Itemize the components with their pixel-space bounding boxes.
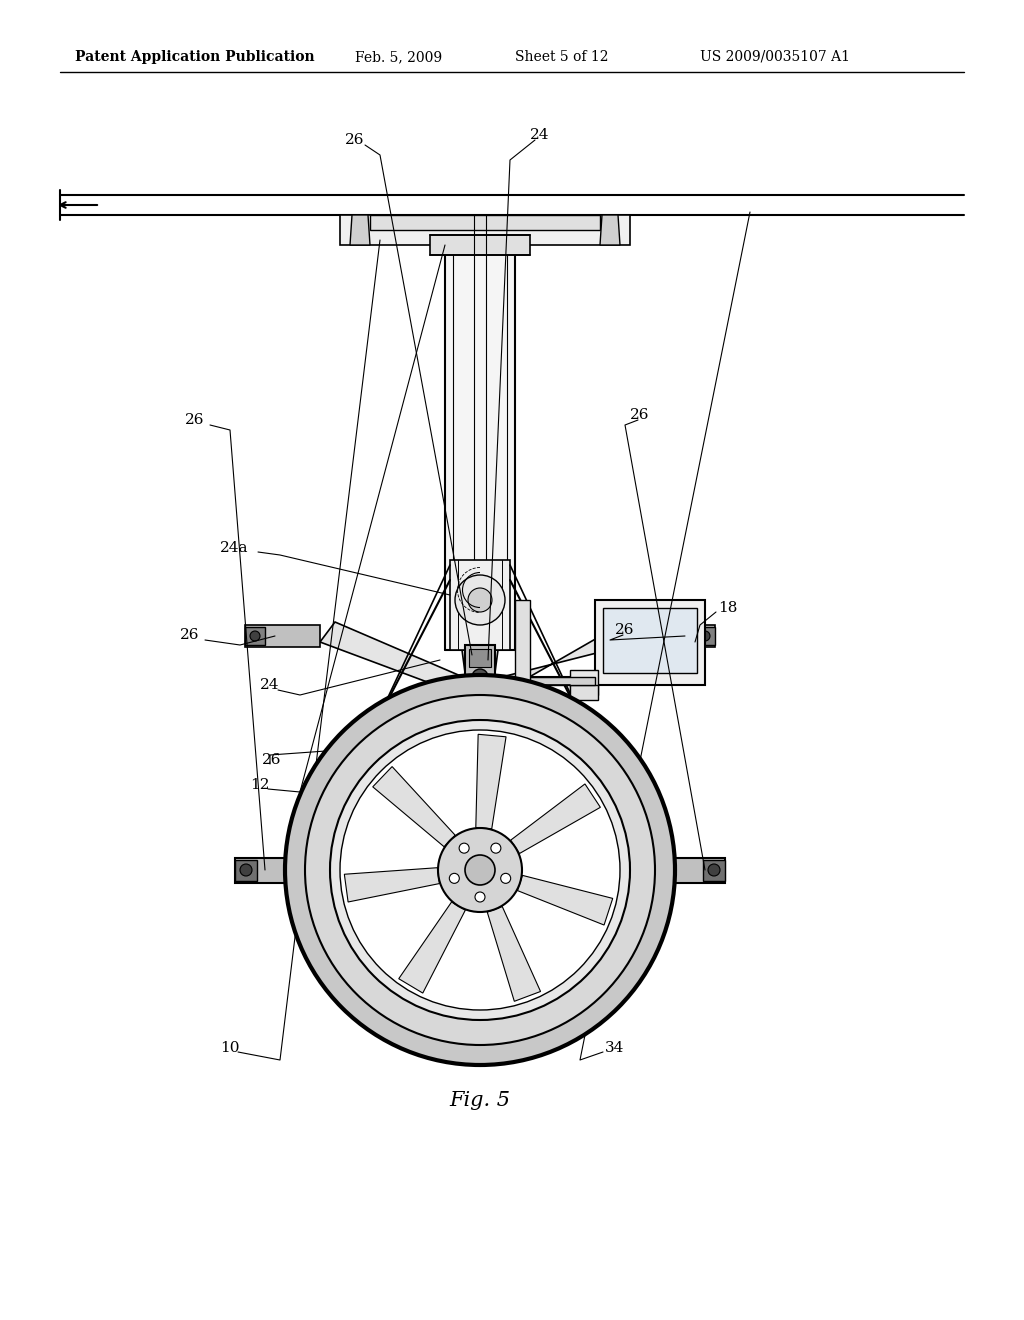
Text: 18: 18 (718, 601, 737, 615)
Text: Fig. 5: Fig. 5 (450, 1090, 511, 1110)
Text: US 2009/0035107 A1: US 2009/0035107 A1 (700, 50, 850, 63)
Polygon shape (490, 622, 640, 696)
Polygon shape (398, 902, 465, 993)
Circle shape (455, 576, 505, 624)
Bar (570, 671, 598, 696)
Bar (445, 246, 515, 649)
Text: 26: 26 (180, 628, 200, 642)
Circle shape (477, 675, 483, 680)
Bar (450, 560, 510, 649)
Text: 20: 20 (530, 713, 550, 727)
Circle shape (305, 696, 655, 1045)
Circle shape (468, 587, 492, 612)
Text: Feb. 5, 2009: Feb. 5, 2009 (355, 50, 442, 63)
Bar (468, 789, 492, 805)
Text: Patent Application Publication: Patent Application Publication (75, 50, 314, 63)
Polygon shape (373, 767, 456, 846)
Text: 24a: 24a (220, 541, 249, 554)
Polygon shape (511, 784, 600, 854)
Text: 26: 26 (630, 408, 649, 422)
Bar (603, 609, 697, 673)
Bar (640, 624, 715, 647)
Bar (465, 645, 495, 696)
Text: 26: 26 (185, 413, 205, 426)
Circle shape (501, 874, 511, 883)
Circle shape (473, 748, 487, 762)
Text: 26: 26 (615, 623, 635, 638)
Text: 16: 16 (540, 743, 559, 756)
Circle shape (472, 669, 488, 685)
Polygon shape (487, 907, 541, 1002)
Bar (465, 718, 495, 738)
Circle shape (490, 843, 501, 853)
Bar (570, 685, 598, 700)
Polygon shape (600, 215, 620, 246)
Bar (462, 710, 498, 789)
Text: 26: 26 (345, 133, 365, 147)
Polygon shape (517, 875, 612, 925)
Circle shape (450, 874, 460, 883)
Text: 24: 24 (260, 678, 280, 692)
Text: 24: 24 (530, 128, 550, 143)
Bar (660, 858, 725, 883)
Circle shape (240, 865, 252, 876)
Circle shape (285, 675, 675, 1065)
Text: 26: 26 (262, 752, 282, 767)
Bar (695, 627, 715, 645)
Circle shape (438, 828, 522, 912)
Bar (234, 861, 257, 880)
Text: 10: 10 (220, 1041, 240, 1055)
Bar (245, 627, 265, 645)
Bar (515, 677, 595, 685)
Polygon shape (462, 649, 498, 710)
Text: 34: 34 (605, 1041, 625, 1055)
Circle shape (340, 730, 620, 1010)
Bar (703, 861, 725, 880)
Bar (595, 601, 705, 685)
Circle shape (459, 843, 469, 853)
Circle shape (330, 719, 630, 1020)
Circle shape (708, 865, 720, 876)
Circle shape (250, 631, 260, 642)
Bar (340, 215, 630, 246)
Bar (430, 235, 530, 255)
Bar (245, 624, 319, 647)
Text: 12: 12 (250, 777, 269, 792)
Circle shape (475, 892, 485, 902)
Polygon shape (476, 734, 506, 829)
Polygon shape (319, 622, 470, 696)
Polygon shape (350, 215, 370, 246)
Circle shape (465, 855, 495, 884)
Bar (370, 215, 600, 230)
Bar (234, 858, 300, 883)
Text: Sheet 5 of 12: Sheet 5 of 12 (515, 50, 608, 63)
Bar (465, 766, 495, 777)
Polygon shape (344, 867, 439, 902)
Circle shape (700, 631, 710, 642)
Bar (469, 649, 490, 667)
Bar (515, 601, 530, 685)
